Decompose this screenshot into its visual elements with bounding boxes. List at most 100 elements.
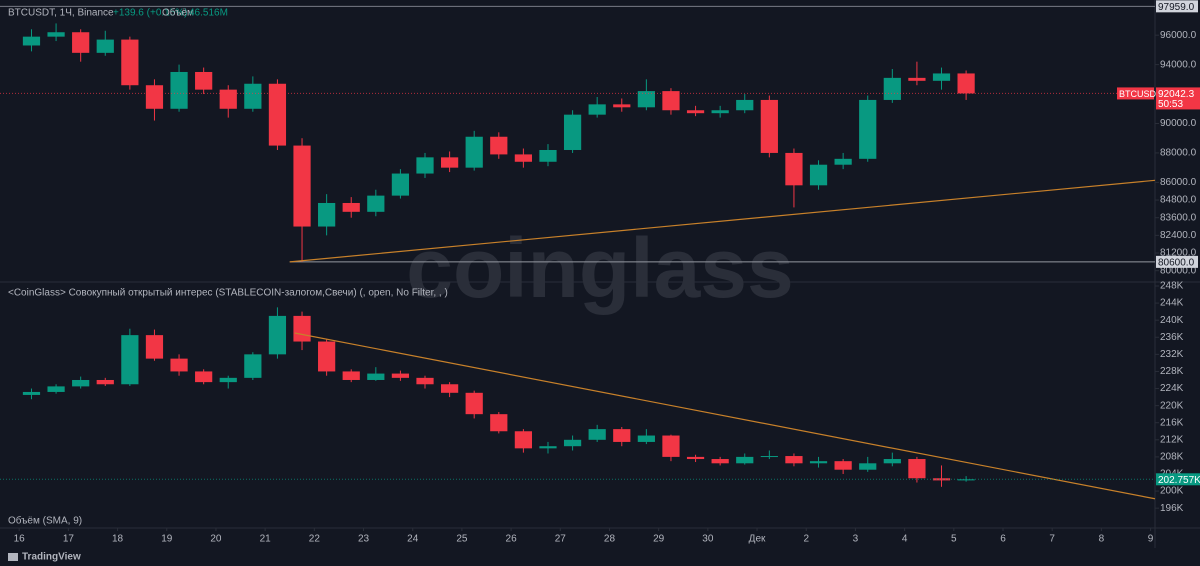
candle-body — [440, 384, 459, 393]
candle-body — [293, 145, 311, 227]
candle-body — [932, 73, 951, 81]
candle-body — [662, 435, 680, 457]
x-tick-label: 22 — [309, 534, 321, 545]
x-tick-label: 2 — [803, 534, 809, 545]
y-tick-label: 224K — [1160, 383, 1184, 394]
last-value-bg — [1156, 473, 1200, 486]
candle-body — [760, 456, 778, 458]
header-change: +139.6 (+0.15%) — [113, 8, 188, 19]
y-tick-label: 94000.0 — [1160, 59, 1197, 70]
candle-body — [588, 104, 606, 115]
x-tick-label: 25 — [456, 534, 468, 545]
x-tick-label: Дек — [749, 534, 766, 545]
x-tick-label: 8 — [1099, 534, 1105, 545]
hline-label: 97959.0 — [1158, 2, 1195, 13]
x-tick-label: 20 — [210, 534, 222, 545]
x-tick-label: 30 — [702, 534, 714, 545]
price-name-bg — [1117, 87, 1154, 100]
hline-label-bg — [1156, 255, 1198, 268]
y-tick-label: 232K — [1160, 349, 1184, 360]
x-tick-label: 9 — [1148, 534, 1154, 545]
candle-body — [613, 104, 631, 108]
candle-body — [736, 456, 754, 464]
y-tick-label: 96000.0 — [1160, 30, 1197, 41]
candle-body — [859, 463, 877, 470]
y-tick-label: 80000.0 — [1160, 265, 1197, 276]
y-tick-label: 200K — [1160, 486, 1184, 497]
countdown: 50:53 — [1158, 99, 1183, 110]
y-tick-label: 212K — [1160, 434, 1184, 445]
x-tick-label: 27 — [555, 534, 567, 545]
candle-body — [416, 377, 434, 385]
candle-body — [195, 71, 213, 90]
y-tick-label: 88000.0 — [1160, 148, 1197, 159]
candle-body — [416, 157, 434, 174]
y-tick-label: 90000.0 — [1160, 118, 1197, 129]
candle-body — [711, 110, 729, 114]
candle-body — [440, 157, 459, 168]
candle-body — [932, 478, 951, 481]
candle-body — [145, 335, 164, 359]
candle-body — [859, 99, 877, 159]
candle-body — [514, 431, 532, 449]
candle-body — [465, 392, 483, 415]
brand-logo — [8, 553, 18, 561]
candle-body — [145, 85, 164, 109]
x-tick-label: 6 — [1000, 534, 1006, 545]
candle-body — [293, 315, 311, 342]
x-tick-label: 24 — [407, 534, 419, 545]
candle-body — [318, 341, 336, 372]
y-tick-label: 244K — [1160, 298, 1184, 309]
candle-body — [637, 435, 655, 442]
candle-body — [711, 459, 729, 464]
candle-body — [957, 479, 975, 481]
candle-body — [367, 373, 385, 380]
candle-body — [342, 202, 360, 212]
candle-body — [47, 386, 65, 392]
candle-body — [121, 39, 139, 86]
price-name: BTCUSDT — [1119, 89, 1162, 99]
candle-body — [219, 89, 237, 109]
x-tick-label: 16 — [14, 534, 26, 545]
candle-body — [785, 152, 803, 186]
y-tick-label: 228K — [1160, 366, 1184, 377]
x-tick-label: 3 — [853, 534, 859, 545]
header-volume-label: Объём — [162, 7, 194, 19]
candle-body — [96, 379, 114, 385]
candle-body — [514, 154, 532, 162]
candle-body — [883, 77, 901, 100]
x-tick-label: 26 — [506, 534, 518, 545]
candle-body — [318, 202, 336, 227]
candle-body — [809, 461, 828, 464]
candle-body — [563, 439, 582, 447]
y-tick-label: 196K — [1160, 503, 1184, 514]
header-symbol: BTCUSDT, 1Ч, Binance — [8, 8, 114, 19]
y-tick-label: 236K — [1160, 332, 1184, 343]
candle-body — [121, 335, 139, 385]
candle-body — [72, 379, 90, 387]
candle-body — [170, 71, 188, 109]
candle-body — [637, 91, 655, 108]
candle-body — [736, 99, 754, 111]
x-tick-label: 4 — [902, 534, 908, 545]
footer — [0, 548, 1200, 566]
x-tick-label: 5 — [951, 534, 957, 545]
y-tick-label: 82400.0 — [1160, 230, 1197, 241]
candle-body — [539, 446, 557, 449]
last-value: 202.757K — [1158, 475, 1200, 486]
candle-body — [686, 110, 705, 114]
hline-label: 80600.0 — [1158, 258, 1195, 269]
x-tick-label: 21 — [260, 534, 272, 545]
candle-body — [244, 354, 262, 378]
x-tick-label: 29 — [653, 534, 665, 545]
candle-body — [244, 83, 262, 109]
candle-body — [588, 429, 606, 440]
y-tick-label: 83600.0 — [1160, 212, 1197, 223]
candle-body — [367, 195, 385, 212]
y-tick-label: 86000.0 — [1160, 177, 1197, 188]
y-tick-label: 220K — [1160, 400, 1184, 411]
candle-body — [563, 114, 582, 150]
candle-body — [834, 158, 852, 165]
